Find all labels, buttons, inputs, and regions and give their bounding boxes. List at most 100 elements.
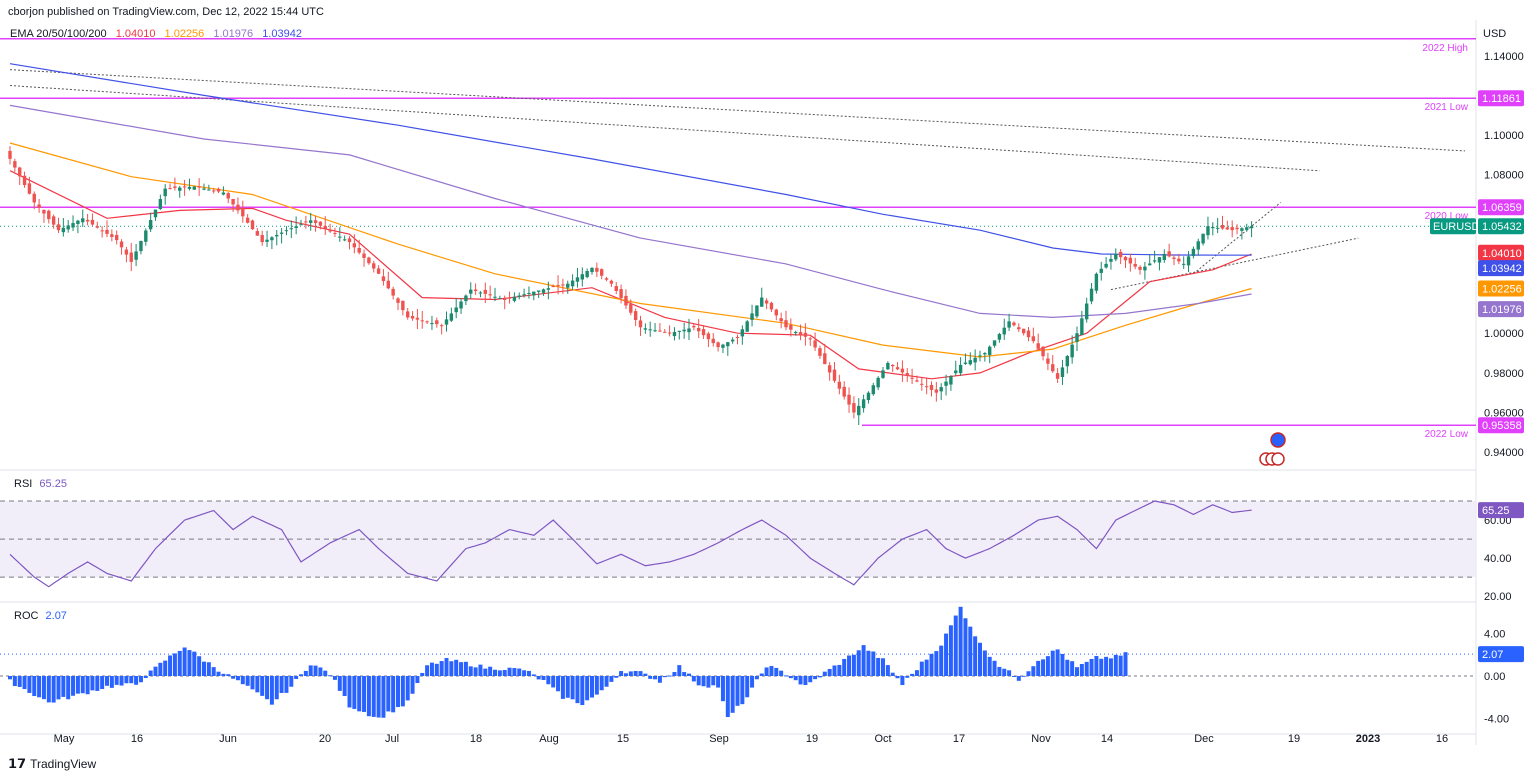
- time-tick-label: 19: [1288, 733, 1300, 745]
- candle-body: [522, 294, 526, 296]
- candle-body: [192, 186, 196, 190]
- roc-bar: [1065, 659, 1070, 676]
- candle-body: [808, 338, 812, 340]
- roc-bar: [793, 676, 798, 681]
- time-tick-label: 2023: [1356, 733, 1380, 745]
- candle-body: [124, 249, 129, 255]
- roc-bar: [240, 676, 245, 685]
- rsi-line: [9, 500, 1252, 588]
- ema-price-tag: [1478, 301, 1524, 318]
- candle-body: [352, 243, 357, 248]
- roc-bar: [992, 660, 997, 676]
- roc-bar: [260, 676, 265, 696]
- tradingview-footer[interactable]: 𝟭𝟳 TradingView: [8, 756, 96, 772]
- candle-body: [1123, 256, 1128, 261]
- candle-body: [357, 247, 361, 253]
- candle-body: [134, 251, 138, 260]
- candle-body: [973, 357, 977, 363]
- roc-bar: [429, 662, 434, 676]
- roc-bar: [1036, 660, 1041, 676]
- candle-body: [260, 235, 264, 243]
- roc-bar: [526, 670, 531, 676]
- roc-bar: [1060, 653, 1065, 676]
- candle-body: [279, 232, 284, 234]
- trendlines: [9, 69, 1466, 291]
- roc-bar: [594, 676, 599, 695]
- event-icons[interactable]: [1259, 432, 1286, 466]
- roc-bar: [279, 676, 284, 693]
- time-tick-label: 19: [806, 733, 818, 745]
- candle-body: [216, 188, 221, 192]
- roc-bar: [245, 676, 250, 686]
- candle-body: [585, 271, 589, 278]
- candle-body: [575, 277, 580, 282]
- ema-legend[interactable]: EMA 20/50/100/200 1.04010 1.02256 1.0197…: [10, 28, 308, 40]
- candle-body: [1094, 273, 1099, 291]
- candle-body: [129, 252, 133, 262]
- rsi-line-path: [9, 500, 1252, 588]
- roc-bar: [851, 654, 856, 676]
- roc-bar: [687, 673, 691, 676]
- roc-bar: [1094, 656, 1099, 676]
- roc-bar: [425, 665, 430, 676]
- roc-bar: [1075, 667, 1079, 676]
- candle-body: [289, 228, 293, 230]
- roc-bar: [303, 670, 308, 676]
- candle-body: [600, 269, 604, 276]
- roc-bar: [1002, 668, 1007, 676]
- roc-bar: [371, 676, 376, 717]
- time-tick-label: Sep: [709, 733, 729, 745]
- level-label: 2022 High: [1422, 43, 1468, 54]
- candle-body: [1143, 266, 1147, 271]
- candle-body: [1031, 336, 1036, 342]
- event-flag-icon: [1271, 452, 1285, 466]
- candle-body: [711, 338, 715, 344]
- roc-bar: [114, 676, 119, 685]
- roc-legend[interactable]: ROC 2.07: [14, 610, 67, 622]
- candle-body: [56, 224, 61, 231]
- candle-body: [857, 405, 861, 416]
- candle-body: [95, 226, 99, 228]
- roc-bar: [134, 676, 139, 685]
- candle-body: [221, 192, 226, 195]
- roc-bar: [788, 676, 793, 679]
- roc-bar: [221, 673, 226, 676]
- roc-bar: [80, 676, 85, 694]
- candle-body: [653, 330, 657, 332]
- ema-legend-label: EMA 20/50/100/200: [10, 28, 107, 40]
- candle-body: [148, 220, 153, 230]
- ema100-value: 1.01976: [213, 28, 254, 40]
- candle-body: [338, 236, 342, 238]
- roc-bar: [939, 645, 944, 676]
- candle-body: [1177, 258, 1181, 262]
- time-tick-label: 16: [1436, 733, 1448, 745]
- candle-body: [454, 307, 458, 313]
- last-price-tag: [1478, 218, 1524, 235]
- roc-bar: [444, 658, 449, 676]
- roc-bar: [866, 650, 871, 676]
- roc-tick-label: 4.00: [1484, 629, 1505, 641]
- roc-bars: [0, 606, 1476, 718]
- roc-bar: [740, 676, 745, 705]
- candle-body: [1065, 356, 1069, 367]
- roc-bar: [211, 667, 216, 676]
- ema-line: [9, 104, 1252, 319]
- roc-bar: [696, 676, 701, 686]
- roc-bar: [1045, 656, 1050, 676]
- publisher-line: cborjon published on TradingView.com, De…: [8, 6, 324, 18]
- rsi-legend[interactable]: RSI 65.25: [14, 478, 67, 490]
- roc-bar: [580, 676, 585, 706]
- roc-bar: [958, 606, 963, 676]
- roc-bar: [420, 672, 425, 676]
- level-label: 2021 Low: [1425, 102, 1469, 113]
- roc-bar: [672, 672, 677, 676]
- candle-body: [372, 263, 376, 269]
- roc-bar: [560, 676, 565, 699]
- roc-bar: [556, 676, 561, 692]
- candle-body: [250, 220, 255, 230]
- roc-bar: [483, 668, 488, 676]
- candle-body: [1055, 373, 1060, 379]
- candle-body: [633, 311, 638, 321]
- candle-body: [1162, 253, 1166, 260]
